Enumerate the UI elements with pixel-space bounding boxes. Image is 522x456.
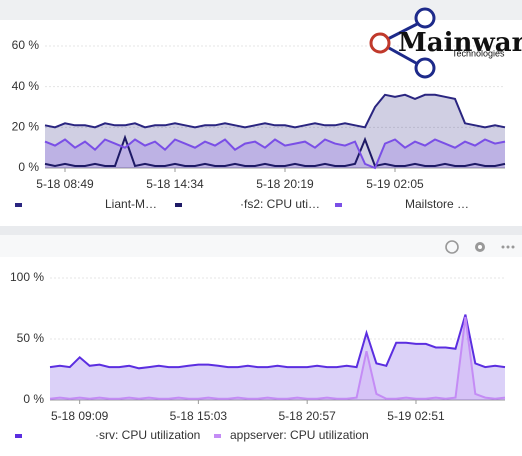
x-tick-label: 5-19 02:51 <box>387 409 445 423</box>
y-tick-label: 50 % <box>17 331 45 345</box>
x-tick-label: 5-18 14:34 <box>146 177 204 191</box>
x-tick-label: 5-18 15:03 <box>170 409 228 423</box>
series-line <box>49 316 506 400</box>
y-tick-label: 0 % <box>23 392 44 406</box>
area <box>50 314 505 400</box>
area <box>50 317 505 400</box>
legend-label: appserver: CPU utilization <box>230 428 369 442</box>
x-tick-label: 5-18 20:19 <box>256 177 314 191</box>
y-tick-label: 100 % <box>10 270 44 284</box>
series-line <box>49 314 506 370</box>
series-line <box>44 138 506 170</box>
widget-header <box>0 235 522 257</box>
menu-dot[interactable] <box>501 245 505 249</box>
legend-swatch <box>214 434 221 438</box>
legend-swatch <box>175 203 182 207</box>
widget-icons <box>445 240 515 254</box>
logo-name: Mainware <box>398 28 522 58</box>
y-tick-label: 40 % <box>12 79 40 93</box>
menu-dot <box>511 245 515 249</box>
legend-label: Liant-M… <box>105 197 157 211</box>
widget-separator <box>0 226 522 235</box>
logo-gear <box>369 32 391 54</box>
x-tick-label: 5-18 09:09 <box>51 409 109 423</box>
logo-node <box>414 7 436 29</box>
x-tick-label: 5-18 20:57 <box>278 409 336 423</box>
logo-node <box>414 57 436 79</box>
y-tick-label: 0 % <box>18 160 39 174</box>
settings-icon-hole <box>478 245 482 249</box>
menu-dot <box>506 245 510 249</box>
logo: Mainware Technologies <box>369 7 522 79</box>
legend-swatch <box>15 434 22 438</box>
y-tick-label: 60 % <box>12 38 40 52</box>
y-tick-label: 20 % <box>12 120 40 134</box>
series-line <box>44 93 506 129</box>
legend-label: Mailstore … <box>405 197 469 211</box>
legend-label: ·srv: CPU utilization <box>95 428 200 442</box>
widget-header <box>0 0 522 20</box>
legend-swatch <box>335 203 342 207</box>
area <box>45 94 505 168</box>
x-tick-label: 5-18 08:49 <box>36 177 94 191</box>
legend-label: ·fs2: CPU uti… <box>240 197 320 211</box>
logo-tagline: Technologies <box>452 48 505 58</box>
legend-swatch <box>15 203 22 207</box>
history-icon[interactable] <box>445 240 459 254</box>
x-tick-label: 5-19 02:05 <box>366 177 424 191</box>
